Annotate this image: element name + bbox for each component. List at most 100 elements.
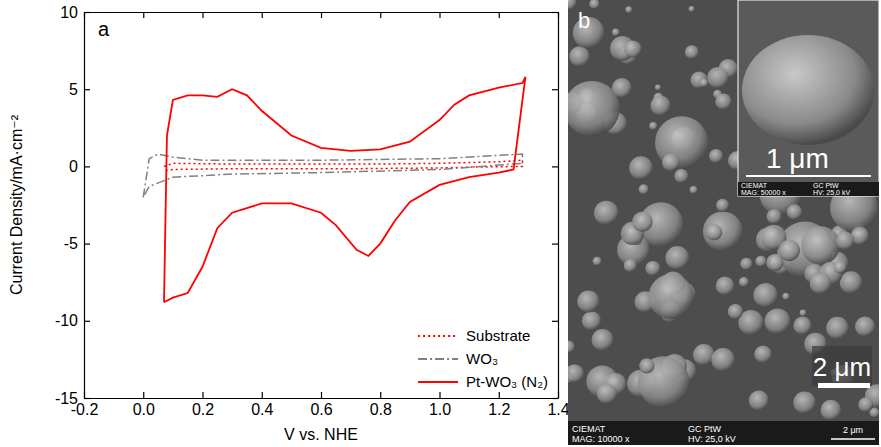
x-axis-title: V vs. NHE xyxy=(284,426,358,443)
particle xyxy=(568,0,576,10)
legend: Substrate WO₃ Pt-WO₃ (N₂) xyxy=(418,327,548,390)
tick: -10 xyxy=(55,312,90,329)
particle xyxy=(589,0,599,9)
tick-mark xyxy=(499,12,500,18)
tick-mark xyxy=(321,392,322,398)
particle xyxy=(638,356,690,408)
particle xyxy=(662,154,680,172)
panel-label: b xyxy=(578,8,590,33)
particle xyxy=(782,293,789,300)
particle xyxy=(624,259,637,272)
particle xyxy=(715,93,731,109)
series-line xyxy=(164,77,525,302)
scale-bar xyxy=(818,383,870,388)
particle xyxy=(665,246,689,270)
inset-info: HV: 25,0 kV xyxy=(813,189,850,196)
legend-label: Substrate xyxy=(466,327,530,344)
tick xyxy=(552,12,558,13)
particle xyxy=(800,310,807,317)
y-axis-title: Current Density/mA·cm⁻² xyxy=(8,114,25,295)
particle xyxy=(674,169,688,183)
particle xyxy=(689,6,695,12)
particle xyxy=(821,400,842,421)
axis-yticks xyxy=(552,13,559,399)
tick: 0.8 xyxy=(370,392,392,418)
axis-line xyxy=(85,398,559,399)
tick xyxy=(552,321,558,322)
particle xyxy=(685,45,699,59)
tick-mark xyxy=(143,392,144,398)
tick-label: 1.2 xyxy=(488,401,510,418)
footer-info: GC PtW xyxy=(688,424,722,434)
tick-mark xyxy=(202,12,203,18)
tick-label: -5 xyxy=(64,235,78,252)
tick-mark xyxy=(380,12,381,18)
tick xyxy=(552,398,558,399)
particle xyxy=(707,67,728,88)
tick-mark xyxy=(321,12,322,18)
axis-line xyxy=(558,13,559,399)
tick xyxy=(552,244,558,245)
tick: 1.2 xyxy=(488,392,510,418)
tick-mark xyxy=(499,392,500,398)
tick-mark xyxy=(143,12,144,18)
tick-label: 0.4 xyxy=(251,401,273,418)
particle xyxy=(625,6,632,13)
particle xyxy=(639,184,649,194)
tick: 0.0 xyxy=(133,392,155,418)
tick xyxy=(552,166,558,167)
particle xyxy=(639,358,654,373)
particle xyxy=(577,291,599,313)
tick-label: 0.6 xyxy=(310,401,332,418)
particle xyxy=(568,364,584,383)
tick-mark xyxy=(380,392,381,398)
legend-swatch xyxy=(418,381,458,383)
axis-xticks: -0.20.00.20.40.60.81.01.21.4 xyxy=(71,392,570,418)
series-line xyxy=(164,160,522,171)
particle xyxy=(767,209,782,224)
legend-label: Pt-WO₃ (N₂) xyxy=(466,373,548,390)
particle xyxy=(711,348,734,371)
micrograph-texture xyxy=(568,0,879,420)
tick xyxy=(552,89,558,90)
legend-label: WO₃ xyxy=(466,350,498,367)
particle xyxy=(632,212,652,232)
tick-mark xyxy=(552,244,558,245)
inset-scale-label: 1 μm xyxy=(766,143,829,174)
micrograph-background xyxy=(568,0,879,445)
particle xyxy=(855,317,875,337)
legend-swatch xyxy=(418,358,458,360)
particle xyxy=(755,256,766,267)
particle xyxy=(834,261,847,274)
tick xyxy=(440,12,441,18)
inset-info: MAG: 50000 x xyxy=(741,189,786,196)
micrograph-panel: b1 μmCIEMATMAG: 50000 xGC PtWHV: 25,0 kV… xyxy=(561,0,881,445)
footer-scale-bar xyxy=(831,438,875,440)
particle xyxy=(739,277,749,287)
particle xyxy=(690,186,698,194)
particle xyxy=(568,341,575,354)
tick-mark xyxy=(439,392,440,398)
tick xyxy=(321,12,322,18)
tick: -5 xyxy=(64,235,90,252)
scale-label: 2 μm xyxy=(813,352,871,382)
tick: 0.2 xyxy=(192,392,214,418)
particle xyxy=(754,345,772,363)
particle xyxy=(793,391,815,413)
tick-mark xyxy=(262,392,263,398)
tick xyxy=(262,12,263,18)
tick-mark xyxy=(552,12,558,13)
particle xyxy=(716,199,729,212)
tick: 0 xyxy=(69,158,90,175)
footer-info: CIEMAT xyxy=(572,424,606,434)
tick-mark xyxy=(84,12,90,13)
tick: 5 xyxy=(69,81,90,98)
tick: 1.0 xyxy=(429,392,451,418)
particle xyxy=(569,46,589,66)
tick-label: 10 xyxy=(60,4,78,21)
footer-info: HV: 25,0 kV xyxy=(688,434,736,444)
particle xyxy=(650,96,670,116)
tick xyxy=(380,12,381,18)
particle xyxy=(582,311,601,330)
tick xyxy=(499,12,500,18)
